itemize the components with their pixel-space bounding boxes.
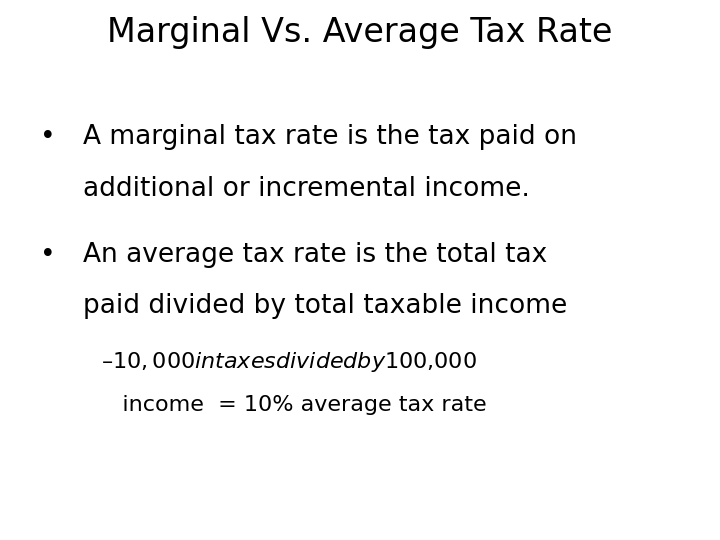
Text: •: • <box>40 124 55 150</box>
Text: income  = 10% average tax rate: income = 10% average tax rate <box>101 395 487 415</box>
Text: additional or incremental income.: additional or incremental income. <box>83 176 530 201</box>
Text: An average tax rate is the total tax: An average tax rate is the total tax <box>83 242 547 268</box>
Text: paid divided by total taxable income: paid divided by total taxable income <box>83 293 567 320</box>
Text: Marginal Vs. Average Tax Rate: Marginal Vs. Average Tax Rate <box>107 16 613 49</box>
Text: –$10,000 in taxes divided by $100,000: –$10,000 in taxes divided by $100,000 <box>101 350 477 374</box>
Text: •: • <box>40 242 55 268</box>
Text: A marginal tax rate is the tax paid on: A marginal tax rate is the tax paid on <box>83 124 577 150</box>
